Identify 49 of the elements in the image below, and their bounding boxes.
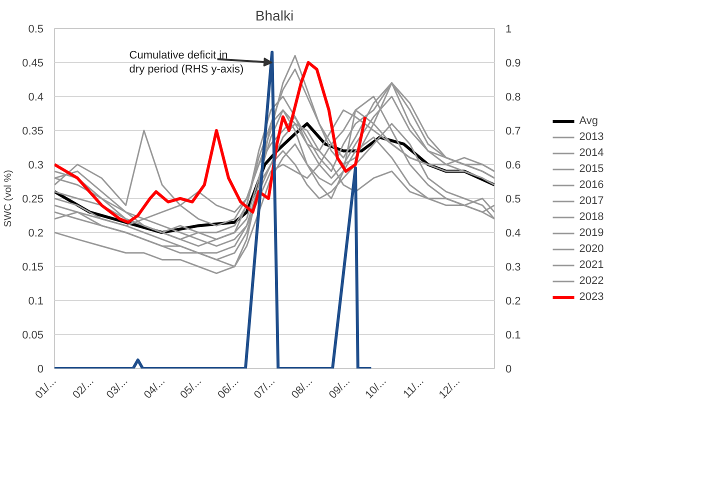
y-tick-label: 0.1 [28,296,44,308]
y2-tick-label: 0 [506,364,512,376]
y-tick-label: 0.35 [22,126,44,138]
x-tick-label: 09/... [326,375,353,402]
x-tick-label: 07/... [252,375,278,402]
y2-tick-label: 0.7 [506,126,521,138]
y2-tick-label: 0.5 [506,194,521,206]
y2-tick-label: 0.4 [506,228,521,240]
x-tick-label: 03/... [104,375,130,402]
x-tick-label: 11/... [401,375,426,401]
y-tick-label: 0.05 [22,330,44,342]
legend-label: 2014 [579,146,604,160]
y-tick-label: 0.15 [22,262,44,274]
legend-label: 2017 [579,194,604,208]
y-tick-label: 0.45 [22,58,44,70]
x-tick-label: 02/... [70,375,96,402]
y2-tick-label: 0.6 [506,160,521,172]
x-tick-label: 01/... [33,375,59,402]
y-tick-label: 0.4 [28,92,44,104]
legend-label: 2023 [579,290,604,304]
y2-tick-label: 1 [506,24,512,36]
x-tick-label: 04/... [142,375,168,402]
y-tick-label: 0.5 [28,24,44,36]
y-tick-label: 0.3 [28,160,44,172]
x-tick-label: 10/... [363,375,389,402]
legend-label: 2020 [579,242,604,256]
y2-tick-label: 0.8 [506,92,521,104]
y2-tick-label: 0.2 [506,296,521,308]
legend-label: 2016 [579,178,604,192]
legend-label: 2022 [579,274,604,288]
y2-tick-label: 0.3 [506,262,521,274]
y2-tick-label: 0.9 [506,58,521,70]
legend-label: Avg [579,114,600,128]
legend-label: 2021 [579,258,604,272]
x-tick-label: 08/... [289,375,316,402]
chart-title: Bhalki [255,8,294,24]
legend-label: 2013 [579,130,604,144]
y-tick-label: 0 [37,364,44,376]
y2-tick-label: 0.1 [506,330,521,342]
y-tick-label: 0.2 [28,228,44,240]
x-tick-label: 12/... [436,375,463,402]
legend-label: 2019 [579,226,604,240]
legend-label: 2015 [579,162,604,176]
annotation: Cumulative deficit in dry period (RHS y-axis) [129,49,244,76]
x-tick-label: 05/... [178,375,204,402]
y-axis-title: SWC (vol %) [3,170,14,228]
x-tick-label: 06/... [216,375,242,402]
y-tick-label: 0.25 [22,194,44,206]
legend-label: 2018 [579,210,604,224]
